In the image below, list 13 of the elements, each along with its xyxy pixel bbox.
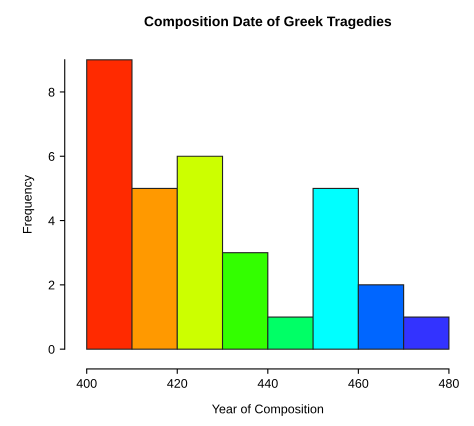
y-tick-label: 2: [48, 280, 54, 290]
x-tick-label: 480: [438, 379, 459, 388]
y-axis-title: Frequency: [22, 174, 34, 233]
y-tick-label: 0: [48, 344, 55, 354]
y-tick-label: 4: [48, 216, 55, 226]
x-tick-label: 400: [76, 379, 97, 388]
x-tick-label: 460: [348, 379, 368, 388]
chart-title: Composition Date of Greek Tragedies: [144, 16, 392, 30]
x-tick-label: 420: [167, 379, 188, 388]
x-tick-label: 440: [258, 379, 278, 388]
y-tick-label: 8: [48, 88, 54, 97]
x-axis-title: Year of Composition: [212, 404, 324, 416]
y-tick-label: 6: [48, 152, 54, 161]
